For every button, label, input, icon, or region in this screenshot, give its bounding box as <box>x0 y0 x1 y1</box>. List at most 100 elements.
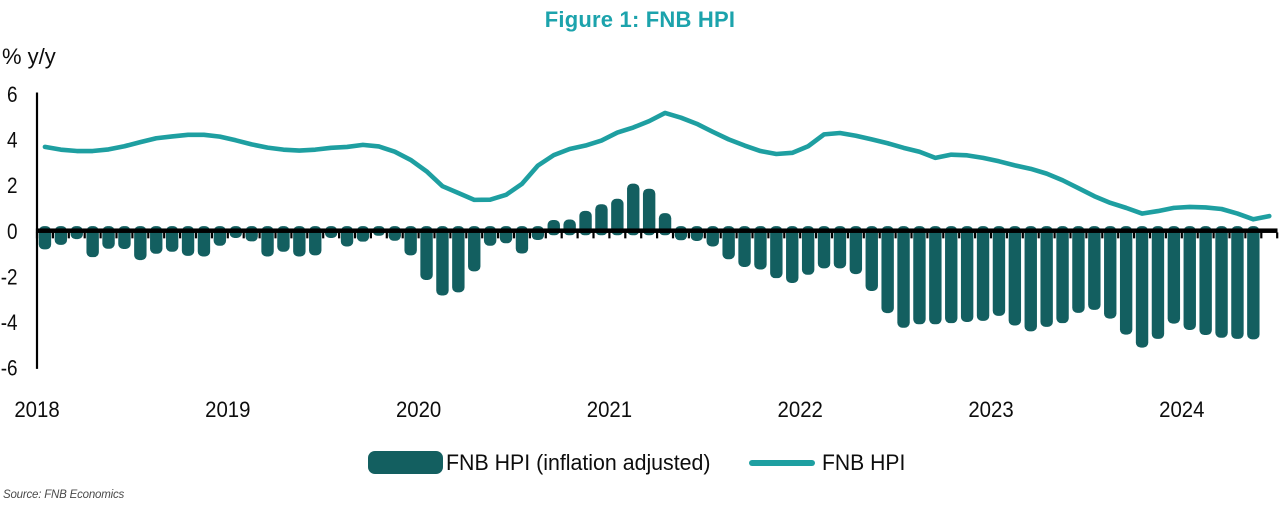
month-tick <box>815 232 818 239</box>
month-tick <box>115 232 118 239</box>
zero-axis-line <box>35 228 1278 233</box>
bar-real-hpi <box>468 226 481 272</box>
month-tick <box>974 232 977 239</box>
bar-real-hpi <box>913 226 926 325</box>
month-tick <box>767 232 770 239</box>
x-year-label: 2024 <box>1159 397 1204 422</box>
month-tick <box>1276 232 1279 239</box>
month-tick <box>51 232 54 239</box>
month-tick <box>465 232 468 239</box>
bar-real-hpi <box>547 219 560 236</box>
bar-real-hpi <box>849 226 863 275</box>
month-tick <box>799 232 802 239</box>
y-tick-label: -6 <box>1 356 18 381</box>
bar-real-hpi <box>945 226 958 324</box>
month-tick <box>640 232 643 239</box>
bar-real-hpi <box>1199 226 1212 336</box>
month-tick <box>274 232 277 239</box>
bar-real-hpi <box>992 226 1006 316</box>
x-year-label: 2019 <box>205 397 250 422</box>
month-tick <box>735 232 738 239</box>
month-tick <box>560 232 563 239</box>
month-tick <box>290 232 293 239</box>
bar-real-hpi <box>642 188 656 236</box>
month-tick <box>671 232 675 239</box>
bar-real-hpi <box>1024 226 1037 332</box>
month-tick <box>147 232 150 239</box>
bar-real-hpi <box>801 226 815 275</box>
month-tick <box>353 232 357 239</box>
month-tick <box>687 232 690 239</box>
bar-real-hpi <box>960 226 974 323</box>
month-tick <box>1212 232 1215 239</box>
month-tick <box>1085 232 1088 239</box>
bar-real-hpi <box>627 183 640 236</box>
x-year-label: 2022 <box>778 397 823 422</box>
month-tick <box>481 232 484 239</box>
x-year-label: 2021 <box>587 397 632 422</box>
month-tick <box>385 232 388 239</box>
month-tick <box>703 232 706 239</box>
x-year-label: 2023 <box>968 397 1013 422</box>
month-tick <box>576 232 579 239</box>
month-tick <box>1021 232 1024 239</box>
month-tick <box>35 232 39 239</box>
bar-real-hpi <box>929 226 942 325</box>
y-tick-label: 2 <box>7 174 18 199</box>
bar-real-hpi <box>1119 226 1133 335</box>
month-tick <box>846 232 849 239</box>
month-tick <box>338 232 341 239</box>
bar-real-hpi <box>976 226 990 321</box>
month-tick <box>751 232 754 239</box>
bar-real-hpi <box>897 226 910 328</box>
y-tick-label: 4 <box>7 128 18 153</box>
month-tick <box>783 232 786 239</box>
x-year-label: 2020 <box>396 397 441 422</box>
legend: FNB HPI (inflation adjusted) FNB HPI <box>0 440 1280 485</box>
bar-real-hpi <box>181 226 195 256</box>
month-tick <box>1244 232 1247 239</box>
month-tick <box>369 232 372 239</box>
bar-real-hpi <box>1167 226 1181 324</box>
bar-real-hpi <box>1231 226 1244 339</box>
month-tick <box>1117 232 1120 239</box>
bar-real-hpi <box>309 226 322 256</box>
bar-real-hpi <box>722 226 735 260</box>
month-tick <box>878 232 881 239</box>
bar-real-hpi <box>356 226 370 242</box>
bar-real-hpi <box>881 226 894 314</box>
month-tick <box>417 232 420 239</box>
y-tick-label: 6 <box>7 82 18 107</box>
month-tick <box>958 232 961 239</box>
bar-real-hpi <box>1183 226 1196 331</box>
month-tick <box>656 232 659 239</box>
month-tick <box>512 232 516 239</box>
month-tick <box>1053 232 1056 239</box>
month-tick <box>528 232 531 239</box>
bar-real-hpi <box>754 226 767 270</box>
month-tick <box>926 232 929 239</box>
month-tick <box>830 232 834 239</box>
bar-real-hpi <box>690 226 704 241</box>
bar-real-hpi <box>674 226 688 241</box>
month-tick <box>306 232 309 239</box>
month-tick <box>449 232 452 239</box>
month-tick <box>258 232 261 239</box>
month-tick <box>719 232 722 239</box>
bar-real-hpi <box>388 226 401 241</box>
y-axis-unit-label: % y/y <box>2 44 56 69</box>
bar-real-hpi <box>817 226 831 269</box>
bar-real-hpi <box>452 226 465 293</box>
month-tick <box>433 232 436 239</box>
month-tick <box>942 232 945 239</box>
bar-real-hpi <box>404 226 417 256</box>
month-tick <box>1164 232 1167 239</box>
bar-real-hpi <box>150 226 163 254</box>
month-tick <box>1005 232 1008 239</box>
bar-real-hpi <box>865 226 878 291</box>
month-tick <box>1196 232 1199 239</box>
bar-real-hpi <box>786 226 799 283</box>
month-tick <box>1180 232 1183 239</box>
month-tick <box>989 232 993 239</box>
